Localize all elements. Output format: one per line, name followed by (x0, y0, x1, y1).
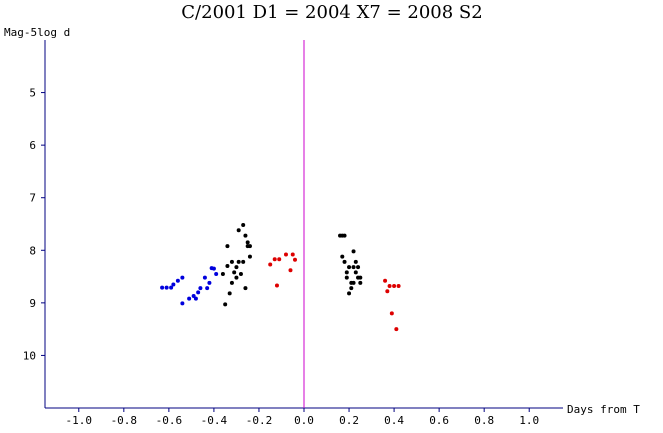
x-tick-label: 0.2 (339, 414, 359, 427)
data-point (288, 268, 293, 273)
data-point (205, 286, 210, 291)
data-point (196, 290, 201, 295)
data-point (351, 265, 356, 270)
data-point (241, 259, 246, 264)
data-point (389, 311, 394, 316)
axes: -1.0 -0.8 -0.6 -0.4 -0.2 0.0 0.2 0.4 0.6 0.8 1.0 5 6… (23, 40, 563, 427)
y-tick-label: 8 (29, 244, 36, 257)
data-point (358, 280, 363, 285)
chart-title: C/2001 D1 = 2004 X7 = 2008 S2 (181, 2, 482, 23)
data-point (236, 259, 241, 264)
data-point (236, 228, 241, 233)
y-tick-label: 10 (23, 349, 36, 362)
data-point (383, 278, 388, 283)
data-point (241, 223, 246, 228)
data-point (268, 262, 273, 267)
data-point (164, 285, 169, 290)
x-tick-label: 0.0 (294, 414, 314, 427)
data-point (342, 259, 347, 264)
y-tick-label: 6 (29, 139, 36, 152)
data-point (171, 282, 176, 287)
data-point (238, 271, 243, 276)
data-point (223, 302, 228, 307)
data-point (385, 289, 390, 294)
data-point (229, 259, 234, 264)
data-point (356, 265, 361, 270)
data-point (234, 275, 239, 280)
data-point (392, 284, 397, 289)
data-point (220, 271, 225, 276)
data-point (340, 254, 345, 259)
data-point (277, 257, 282, 262)
data-point (207, 280, 212, 285)
data-point (225, 244, 230, 249)
x-tick-label: -0.2 (246, 414, 273, 427)
data-point (274, 283, 279, 288)
data-point (272, 257, 277, 262)
data-point (227, 291, 232, 296)
data-point (193, 296, 198, 301)
x-tick-label: 0.6 (429, 414, 449, 427)
data-point (396, 284, 401, 289)
data-points (160, 223, 401, 332)
data-point (243, 286, 248, 291)
x-tick-label: 0.8 (474, 414, 494, 427)
data-point (247, 244, 252, 249)
data-point (290, 252, 295, 257)
x-tick-label: 0.4 (384, 414, 404, 427)
data-point (160, 285, 165, 290)
data-point (394, 327, 399, 332)
y-tick-label: 9 (29, 297, 36, 310)
data-point (353, 270, 358, 275)
x-tick-label: -0.6 (156, 414, 183, 427)
x-tick-label: -0.8 (111, 414, 138, 427)
data-point (232, 270, 237, 275)
data-point (344, 270, 349, 275)
data-point (351, 249, 356, 254)
data-point (342, 233, 347, 238)
data-point (198, 286, 203, 291)
data-point (347, 265, 352, 270)
data-point (187, 296, 192, 301)
y-tick-label: 7 (29, 192, 36, 205)
data-point (387, 284, 392, 289)
data-point (292, 257, 297, 262)
x-tick-label: -0.4 (201, 414, 228, 427)
data-point (283, 252, 288, 257)
data-point (247, 254, 252, 259)
data-point (229, 280, 234, 285)
data-point (225, 264, 230, 269)
data-point (202, 275, 207, 280)
data-point (349, 286, 354, 291)
data-point (344, 275, 349, 280)
data-point (245, 240, 250, 245)
data-point (234, 265, 239, 270)
x-tick-label: -1.0 (66, 414, 93, 427)
data-point (175, 278, 180, 283)
data-point (191, 294, 196, 299)
data-point (180, 275, 185, 280)
x-tick-label: 1.0 (519, 414, 539, 427)
data-point (353, 259, 358, 264)
data-point (214, 271, 219, 276)
y-tick-label: 5 (29, 87, 36, 100)
data-point (243, 233, 248, 238)
data-point (358, 275, 363, 280)
data-point (180, 301, 185, 306)
data-point (347, 291, 352, 296)
data-point (169, 285, 174, 290)
data-point (351, 280, 356, 285)
y-axis-label: Mag-5log d (4, 26, 70, 39)
data-point (211, 266, 216, 271)
x-axis-label: Days from T (567, 403, 640, 416)
